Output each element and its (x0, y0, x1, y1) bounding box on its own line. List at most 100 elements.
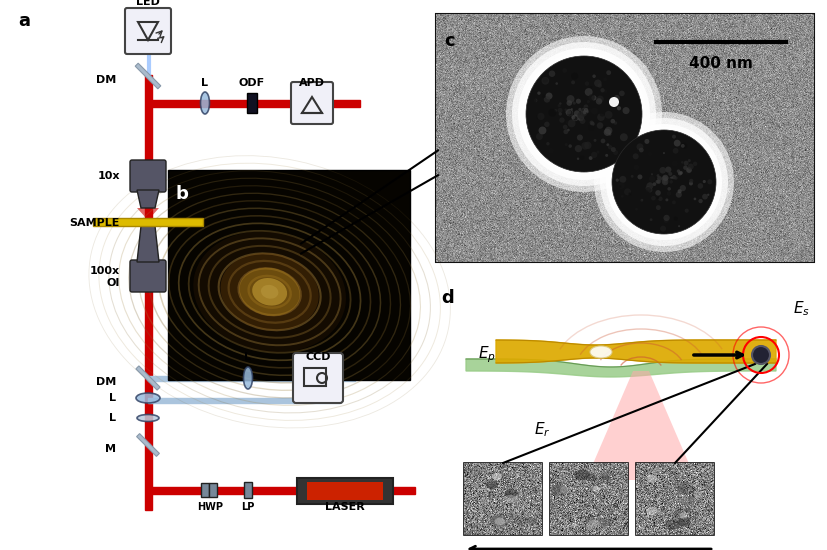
Ellipse shape (489, 515, 506, 527)
Ellipse shape (600, 470, 611, 478)
Circle shape (581, 108, 585, 111)
Circle shape (595, 151, 599, 154)
Polygon shape (136, 208, 159, 218)
Circle shape (585, 110, 588, 113)
Circle shape (676, 189, 681, 194)
Circle shape (615, 179, 618, 182)
Circle shape (694, 214, 696, 217)
Circle shape (553, 109, 557, 112)
Ellipse shape (480, 498, 489, 505)
Circle shape (665, 199, 667, 201)
Circle shape (538, 113, 540, 116)
Circle shape (582, 111, 586, 114)
FancyBboxPatch shape (125, 8, 171, 54)
Ellipse shape (507, 513, 515, 519)
Circle shape (619, 176, 625, 183)
Circle shape (535, 133, 543, 140)
Circle shape (664, 167, 671, 173)
Circle shape (564, 108, 566, 111)
Circle shape (609, 97, 619, 107)
Circle shape (581, 112, 586, 115)
Polygon shape (495, 340, 775, 363)
Circle shape (681, 161, 683, 163)
Circle shape (576, 157, 579, 160)
Polygon shape (136, 190, 159, 208)
Circle shape (663, 218, 668, 223)
Ellipse shape (504, 489, 517, 498)
Ellipse shape (494, 518, 504, 525)
Circle shape (675, 181, 680, 186)
Ellipse shape (220, 253, 318, 331)
Ellipse shape (585, 517, 594, 524)
Ellipse shape (597, 518, 610, 527)
Text: ODF: ODF (239, 78, 265, 88)
Circle shape (571, 114, 578, 121)
Ellipse shape (136, 415, 159, 421)
Circle shape (609, 119, 614, 123)
Circle shape (641, 191, 644, 194)
Circle shape (677, 225, 679, 227)
Circle shape (543, 96, 550, 103)
Circle shape (650, 173, 653, 175)
Circle shape (656, 174, 658, 177)
Circle shape (573, 111, 579, 117)
Ellipse shape (679, 496, 694, 506)
Circle shape (604, 126, 612, 134)
Circle shape (621, 195, 627, 201)
Ellipse shape (486, 481, 497, 488)
Text: LED: LED (136, 0, 160, 7)
Ellipse shape (193, 232, 346, 352)
Circle shape (638, 147, 643, 152)
Circle shape (605, 108, 607, 111)
Circle shape (648, 176, 654, 182)
Circle shape (566, 109, 571, 114)
Circle shape (580, 109, 586, 117)
Circle shape (547, 109, 556, 117)
Ellipse shape (239, 268, 300, 316)
Circle shape (579, 118, 585, 124)
Circle shape (667, 172, 672, 176)
Ellipse shape (672, 509, 684, 518)
Circle shape (600, 88, 604, 92)
Circle shape (610, 147, 615, 152)
Text: 100x
OI: 100x OI (90, 266, 120, 288)
Circle shape (673, 140, 680, 146)
Text: DM: DM (96, 75, 116, 85)
Ellipse shape (684, 508, 691, 513)
Ellipse shape (573, 469, 589, 480)
Ellipse shape (571, 523, 576, 527)
Circle shape (590, 122, 594, 126)
Circle shape (566, 95, 574, 103)
Circle shape (600, 118, 727, 246)
Ellipse shape (585, 525, 592, 530)
Bar (307, 482, 383, 500)
Circle shape (597, 84, 601, 87)
Circle shape (572, 102, 575, 104)
Circle shape (581, 109, 584, 112)
Circle shape (558, 102, 561, 105)
Circle shape (617, 182, 624, 189)
Circle shape (605, 124, 721, 240)
Circle shape (580, 110, 583, 113)
Circle shape (566, 129, 569, 131)
Circle shape (697, 199, 702, 203)
Ellipse shape (592, 480, 599, 485)
Circle shape (566, 110, 572, 116)
Circle shape (565, 109, 572, 116)
Circle shape (574, 145, 581, 152)
Circle shape (619, 133, 627, 141)
Circle shape (681, 155, 683, 157)
Circle shape (565, 121, 567, 124)
Circle shape (662, 182, 665, 183)
Circle shape (562, 129, 567, 134)
Ellipse shape (646, 475, 657, 483)
Circle shape (584, 81, 589, 86)
Ellipse shape (585, 474, 596, 482)
Circle shape (662, 152, 664, 154)
Circle shape (576, 135, 582, 141)
Bar (148, 100, 360, 107)
Circle shape (571, 73, 577, 80)
Ellipse shape (526, 518, 537, 525)
Circle shape (518, 48, 649, 180)
Circle shape (583, 108, 587, 112)
